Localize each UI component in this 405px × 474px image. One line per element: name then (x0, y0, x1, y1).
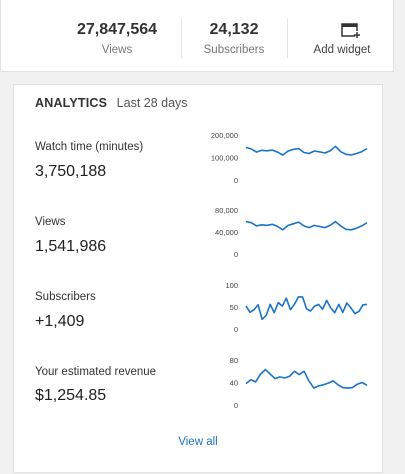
views-label: Views (101, 44, 133, 56)
divider (181, 18, 182, 58)
series-line (245, 368, 368, 389)
sparkline-charts: 200,000 100,000 0 80,000 40,000 0 100 50 0 80 40 0 (211, 131, 368, 410)
subscribers-stat[interactable]: 24,132 Subscribers (194, 0, 274, 72)
y-tick-label: 40 (230, 379, 238, 388)
y-tick-label: 80,000 (215, 206, 238, 215)
y-tick-label: 40,000 (215, 228, 238, 237)
y-tick-label: 0 (234, 176, 238, 185)
sparkline-watch-time: 200,000 100,000 0 (211, 131, 368, 185)
subscribers-value: 24,132 (209, 21, 259, 38)
metric-value-views: 1,541,986 (35, 238, 107, 255)
add-widget-button[interactable]: Add widget (297, 0, 387, 72)
y-tick-label: 200,000 (211, 131, 238, 140)
sparkline-revenue: 80 40 0 (230, 356, 368, 410)
y-tick-label: 50 (230, 303, 238, 312)
series-line (245, 220, 368, 231)
series-line (245, 296, 368, 321)
metric-value-subscribers: +1,409 (35, 313, 85, 330)
divider (287, 18, 288, 58)
metric-label-revenue: Your estimated revenue (35, 366, 157, 378)
sparkline-subscribers: 100 50 0 (225, 281, 368, 334)
analytics-title: ANALYTICS (35, 96, 108, 110)
analytics-card: ANALYTICS Last 28 days Watch time (minut… (13, 84, 383, 473)
sparkline-views: 80,000 40,000 0 (215, 206, 368, 259)
views-stat[interactable]: 27,847,564 Views (62, 0, 172, 72)
y-tick-label: 100,000 (211, 154, 238, 163)
stats-card: 27,847,564 Views 24,132 Subscribers Add … (0, 0, 394, 72)
subscribers-label: Subscribers (203, 44, 265, 56)
metric-value-watch-time: 3,750,188 (35, 163, 107, 180)
metric-label-subscribers: Subscribers (35, 291, 96, 303)
metric-label-watch-time: Watch time (minutes) (35, 141, 144, 153)
date-range[interactable]: Last 28 days (116, 96, 188, 110)
y-tick-label: 0 (234, 325, 238, 334)
analytics-header: ANALYTICS Last 28 days (35, 96, 188, 110)
view-all-link[interactable]: View all (178, 436, 218, 448)
add-widget-icon (341, 23, 360, 38)
add-widget-label: Add widget (313, 44, 371, 56)
metric-label-views: Views (35, 216, 66, 228)
y-tick-label: 0 (234, 401, 238, 410)
y-tick-label: 100 (225, 281, 238, 290)
y-tick-label: 0 (234, 250, 238, 259)
y-tick-label: 80 (230, 356, 238, 365)
metric-value-revenue: $1,254.85 (35, 387, 107, 404)
series-line (245, 145, 368, 156)
views-value: 27,847,564 (76, 21, 158, 38)
